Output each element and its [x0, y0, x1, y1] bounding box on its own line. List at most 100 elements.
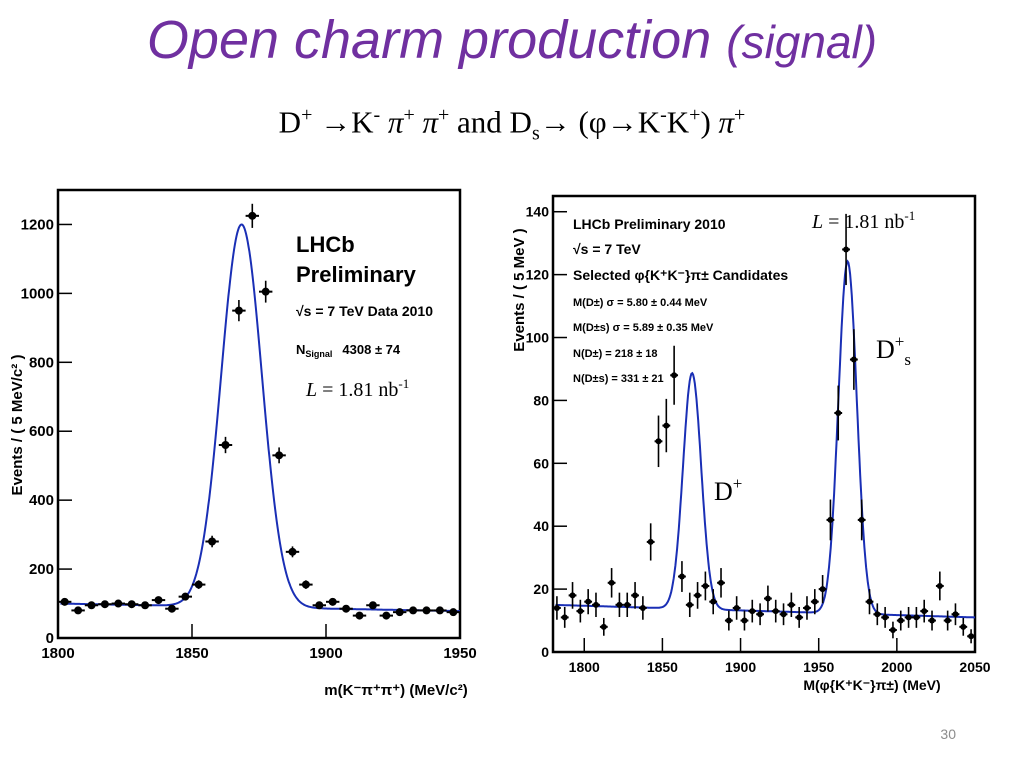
chart1-experiment: LHCb	[296, 232, 355, 257]
chart1-energy: √s = 7 TeV Data 2010	[296, 303, 433, 319]
data-point	[889, 621, 897, 639]
kplus-charge: +	[689, 104, 701, 126]
chart2-fit-curve	[555, 259, 975, 619]
data-point	[560, 606, 569, 628]
chart1-nsignal: NSignal 4308 ± 74	[296, 342, 401, 359]
data-point	[943, 610, 952, 631]
data-point	[584, 589, 593, 615]
data-point	[904, 606, 913, 628]
nsignal-sub: Signal	[305, 349, 332, 359]
ds-subscript: s	[531, 122, 540, 145]
chart1-lumi: L = 1.81 nb-1	[305, 376, 409, 401]
data-point	[693, 582, 702, 609]
peak2-sub: s	[904, 350, 911, 369]
data-point	[779, 603, 788, 626]
data-point	[959, 617, 968, 636]
lumi-exp: -1	[398, 376, 409, 391]
data-point	[419, 606, 434, 615]
decay-arrow-k: →K	[320, 104, 374, 140]
pi-symbol-2: π	[422, 104, 438, 140]
nsignal-n: N	[296, 342, 305, 357]
lumi2-exp: -1	[904, 208, 915, 223]
chart1-ylabel: Events / ( 5 MeV/c² )	[9, 355, 26, 496]
data-point	[285, 546, 300, 558]
data-point	[638, 596, 647, 620]
chart2-lumi: L = 1.81 nb-1	[811, 208, 915, 233]
data-point	[631, 582, 639, 609]
data-point	[818, 575, 827, 604]
slide-title: Open charm production (signal)	[0, 8, 1024, 74]
data-point	[849, 329, 858, 390]
chart2-frame	[551, 194, 977, 654]
d-symbol: D	[278, 104, 302, 140]
data-point	[795, 606, 804, 628]
data-point	[406, 606, 420, 615]
chart2-line1: LHCb Preliminary 2010	[573, 216, 726, 232]
k-charge: -	[373, 104, 381, 126]
data-point	[218, 436, 233, 454]
peak1-d: D	[714, 477, 733, 506]
lumi-value: = 1.81 nb	[317, 379, 398, 401]
data-point	[935, 571, 944, 601]
data-point	[928, 610, 936, 631]
data-point	[366, 601, 380, 610]
data-point	[607, 568, 616, 598]
data-point	[685, 592, 694, 618]
chart2-line5: M(D±s) σ = 5.89 ± 0.35 MeV	[573, 322, 714, 334]
data-point	[787, 592, 796, 618]
x-tick-label: 1900	[725, 659, 756, 675]
y-tick-label: 40	[533, 518, 549, 534]
data-point	[259, 280, 273, 303]
data-point	[951, 603, 960, 626]
data-point	[98, 600, 112, 609]
chart2-xlabel: M(φ{K⁺K⁻}π±) (MeV)	[803, 677, 940, 693]
x-tick-label: 1800	[41, 645, 74, 662]
lumi-l: L	[305, 379, 317, 401]
data-point	[709, 589, 718, 615]
peak2-sup: +	[895, 332, 905, 351]
chart2-line2: √s = 7 TeV	[573, 241, 641, 257]
data-point	[967, 629, 975, 644]
title-paren: (signal)	[726, 16, 878, 68]
data-point	[615, 592, 624, 618]
data-point	[857, 499, 866, 541]
data-point	[245, 203, 259, 228]
decay-line: D+ →K- π+ π+ and Ds→ (φ→K-K+) π+	[0, 104, 1024, 146]
decay-arrow-phi: → (φ→K	[539, 104, 661, 140]
data-point	[701, 571, 710, 601]
data-point	[272, 447, 286, 464]
data-point	[842, 213, 850, 286]
pi-charge-1: +	[403, 104, 415, 126]
data-point	[393, 608, 407, 617]
data-point	[178, 592, 192, 601]
y-tick-label: 120	[526, 267, 550, 283]
lumi2-value: = 1.81 nb	[823, 211, 904, 233]
data-point	[232, 299, 246, 322]
data-point	[576, 599, 585, 623]
data-point	[834, 385, 843, 441]
y-tick-label: 20	[533, 581, 549, 597]
x-tick-label: 2000	[881, 659, 912, 675]
chart1-frame	[56, 188, 462, 640]
y-tick-label: 140	[526, 204, 550, 220]
data-point	[717, 568, 725, 598]
x-tick-label: 2050	[959, 659, 990, 675]
y-tick-label: 400	[29, 492, 54, 509]
chart1-status: Preliminary	[296, 262, 417, 287]
title-main: Open charm production	[146, 10, 712, 70]
data-point	[568, 582, 577, 609]
close-paren: )	[700, 104, 711, 140]
y-tick-label: 200	[29, 561, 54, 578]
chart2-line7: N(D±s) = 331 ± 21	[573, 373, 664, 385]
chart2-peak-ds-label: D+s	[876, 332, 911, 369]
data-point	[58, 597, 72, 606]
data-point	[810, 589, 819, 615]
lumi2-l: L	[811, 211, 823, 233]
data-point	[724, 610, 733, 631]
data-point	[352, 611, 367, 620]
data-point	[670, 345, 679, 405]
data-point	[920, 599, 929, 623]
data-point	[826, 499, 835, 541]
